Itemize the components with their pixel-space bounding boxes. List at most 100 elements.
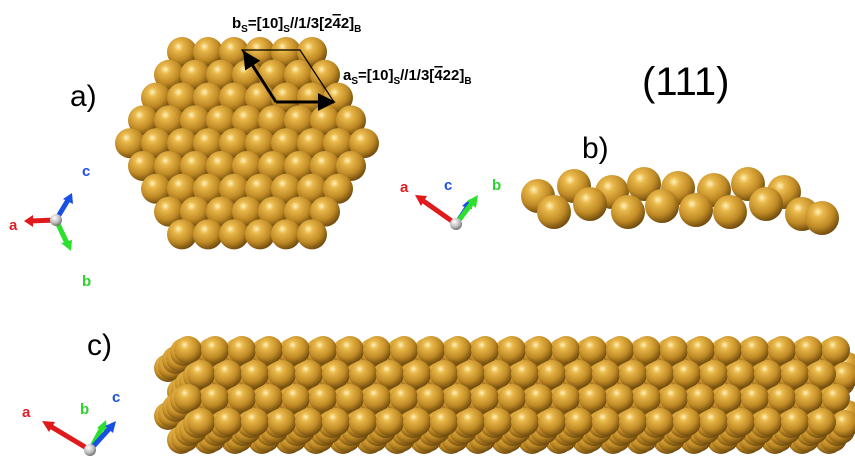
atom — [154, 105, 184, 136]
vector-b-label: bS=[10]S//1/3[242]B — [232, 15, 361, 35]
atom — [295, 408, 323, 436]
atom — [258, 105, 288, 136]
vector-b-arrow — [242, 50, 278, 103]
atom — [619, 408, 647, 436]
atom — [297, 128, 327, 159]
atom — [245, 128, 275, 159]
atom — [822, 384, 850, 412]
vector-a-label: aS=[10]S//1/3[422]B — [343, 67, 472, 87]
atom — [498, 384, 526, 412]
atom — [323, 173, 353, 204]
atom — [538, 408, 566, 436]
atom — [592, 360, 620, 388]
atom — [232, 151, 262, 181]
atom — [430, 360, 458, 388]
atom — [193, 219, 223, 250]
atom — [498, 336, 526, 364]
atom — [154, 151, 184, 181]
atom — [471, 384, 499, 412]
atom — [206, 196, 236, 227]
atom — [193, 173, 223, 204]
atom — [805, 201, 839, 235]
atom — [167, 128, 197, 159]
atom — [141, 173, 171, 204]
atom — [295, 360, 323, 388]
atom — [673, 408, 701, 436]
atom — [245, 173, 275, 204]
atom — [349, 128, 379, 159]
atom — [808, 360, 836, 388]
atom — [457, 360, 485, 388]
atom — [323, 128, 353, 159]
atom — [457, 408, 485, 436]
atom — [645, 189, 679, 223]
atom — [282, 384, 310, 412]
atom — [193, 128, 223, 159]
atom-slab-side-view — [521, 167, 839, 235]
atom — [268, 360, 296, 388]
atom — [154, 196, 184, 227]
atom — [646, 408, 674, 436]
atom — [180, 196, 210, 227]
atom — [727, 408, 755, 436]
atom — [376, 360, 404, 388]
atom — [322, 360, 350, 388]
atom — [258, 151, 288, 181]
panel-a-label: a) — [70, 80, 97, 113]
atom — [310, 151, 340, 181]
atom — [781, 408, 809, 436]
atom — [768, 384, 796, 412]
axis-label-a: a — [400, 179, 409, 196]
panel-c-label: c) — [87, 329, 112, 362]
axis-label-a: a — [22, 404, 31, 421]
atom — [633, 384, 661, 412]
atom — [741, 384, 769, 412]
atom — [511, 360, 539, 388]
atom — [484, 360, 512, 388]
atom — [232, 105, 262, 136]
atom — [336, 105, 366, 136]
atom — [271, 173, 301, 204]
atom — [511, 408, 539, 436]
atom — [679, 193, 713, 227]
atom — [430, 408, 458, 436]
atom — [245, 219, 275, 250]
axis-label-b: b — [492, 177, 501, 194]
axis-label-b: b — [80, 401, 89, 418]
atom — [687, 384, 715, 412]
atom — [687, 336, 715, 364]
atom — [749, 187, 783, 221]
atom — [297, 37, 327, 67]
atom — [167, 219, 197, 250]
atom — [795, 384, 823, 412]
atom — [660, 336, 688, 364]
atom — [228, 336, 256, 364]
atom — [167, 82, 197, 113]
atom — [128, 105, 158, 136]
atom — [363, 336, 391, 364]
atom — [174, 336, 202, 364]
atom — [537, 195, 571, 229]
atom — [201, 384, 229, 412]
atom — [206, 151, 236, 181]
atom — [606, 336, 634, 364]
atom — [128, 151, 158, 181]
atom — [525, 336, 553, 364]
atom — [713, 195, 747, 229]
atom — [336, 336, 364, 364]
atom — [228, 384, 256, 412]
atom — [141, 128, 171, 159]
atom — [727, 360, 755, 388]
atom — [754, 360, 782, 388]
atom — [633, 336, 661, 364]
atom — [284, 105, 314, 136]
atom — [700, 360, 728, 388]
atom — [390, 384, 418, 412]
atom — [781, 360, 809, 388]
atom — [193, 82, 223, 113]
atom — [167, 37, 197, 67]
atom — [282, 336, 310, 364]
atom — [167, 173, 197, 204]
atom — [219, 37, 249, 67]
atom — [201, 336, 229, 364]
